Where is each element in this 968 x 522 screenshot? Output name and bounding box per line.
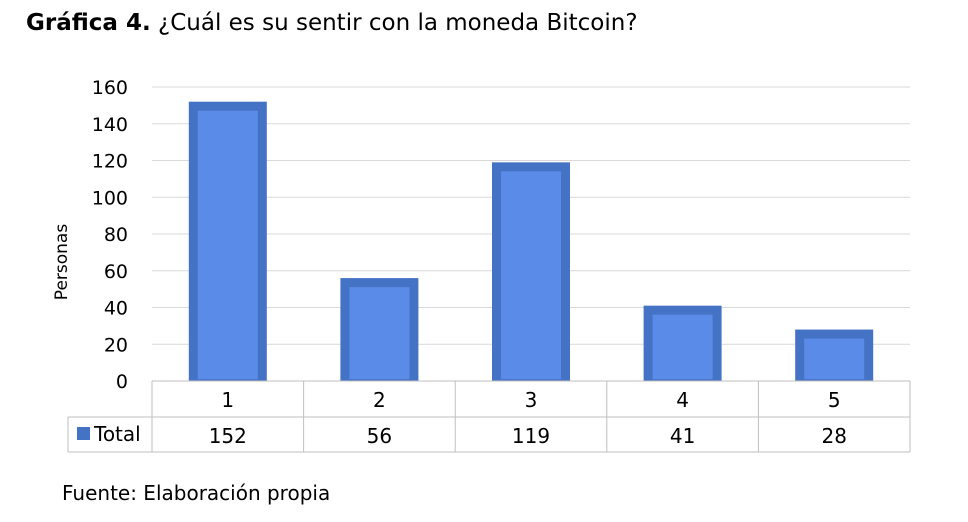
bar-highlight xyxy=(804,338,865,380)
table-value: 41 xyxy=(670,424,695,448)
y-tick-label: 100 xyxy=(92,187,128,209)
bar-highlight xyxy=(501,171,561,380)
legend-key xyxy=(77,427,90,440)
y-axis-label: Personas xyxy=(52,224,72,301)
x-category-label: 3 xyxy=(525,388,538,412)
bar-highlight xyxy=(197,110,258,380)
x-category-label: 4 xyxy=(676,388,689,412)
y-tick-label: 40 xyxy=(104,298,128,320)
bar-highlight xyxy=(652,314,713,380)
table-value: 152 xyxy=(209,424,247,448)
y-axis-ticks: 0 20 40 60 80 100 120 140 160 xyxy=(92,77,128,393)
bars xyxy=(188,101,874,381)
y-tick-label: 120 xyxy=(92,151,128,173)
table-value: 28 xyxy=(821,424,846,448)
table-value: 119 xyxy=(512,424,550,448)
x-category-label: 2 xyxy=(373,388,386,412)
y-tick-label: 60 xyxy=(104,261,128,283)
y-tick-label: 160 xyxy=(92,77,128,99)
legend-label: Total xyxy=(93,422,141,446)
y-tick-label: 20 xyxy=(104,334,128,356)
y-tick-label: 80 xyxy=(104,224,128,246)
bar-highlight xyxy=(349,287,410,380)
source-note: Fuente: Elaboración propia xyxy=(62,481,331,505)
chart-title-question: ¿Cuál es su sentir con la moneda Bitcoin… xyxy=(158,10,638,36)
chart-title: Gráfica 4. ¿Cuál es su sentir con la mon… xyxy=(26,10,638,36)
y-tick-label: 140 xyxy=(92,114,128,136)
table-value: 56 xyxy=(367,424,392,448)
x-category-label: 1 xyxy=(221,388,234,412)
y-tick-label: 0 xyxy=(116,371,128,393)
data-table: 1 152 2 56 3 119 4 41 5 28 Total xyxy=(67,380,911,453)
x-category-label: 5 xyxy=(828,388,841,412)
chart-title-number: Gráfica 4. xyxy=(26,10,151,36)
